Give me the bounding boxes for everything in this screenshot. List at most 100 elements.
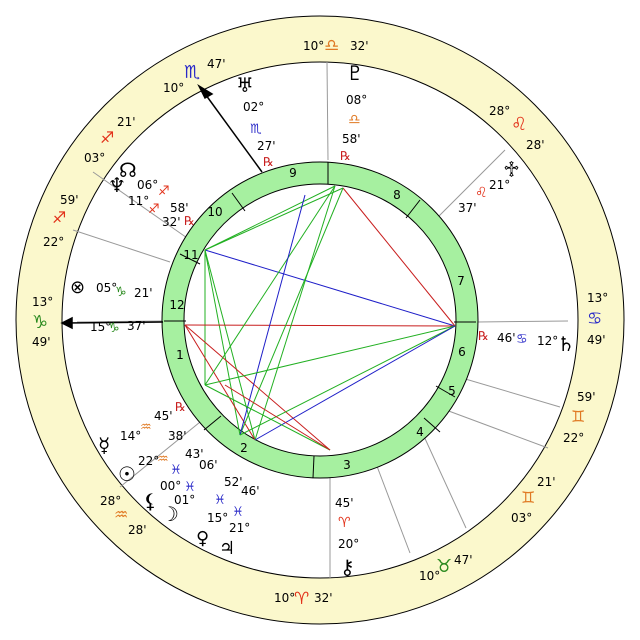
h8-sign-icon: ♌ bbox=[511, 114, 527, 135]
pluto-sign-icon: ♎ bbox=[348, 112, 361, 128]
h12b-deg: 22° bbox=[43, 235, 64, 249]
planets: ♅ 02° ♏ 27' ℞ ♇ 08° ♎ 58' ℞ ♆ ☊ 06° 11° … bbox=[70, 61, 575, 579]
aspect-line bbox=[204, 325, 456, 386]
pof-sign-icon: ♑ bbox=[115, 285, 127, 300]
h8-min: 28' bbox=[526, 138, 545, 152]
node-deg: 11° bbox=[128, 194, 149, 208]
house-number-12: 12 bbox=[169, 298, 184, 312]
pluto-retro-icon: ℞ bbox=[340, 149, 351, 163]
aspect-line bbox=[254, 185, 336, 441]
asc-sign-icon: ♑ bbox=[32, 312, 48, 333]
h12b-min: 59' bbox=[60, 193, 79, 207]
house-number-8: 8 bbox=[393, 188, 401, 202]
h6-sign-icon: ♊ bbox=[571, 407, 585, 426]
aspect-line bbox=[204, 249, 256, 441]
house-number-6: 6 bbox=[458, 345, 466, 359]
mars-deg: 15° bbox=[90, 320, 111, 334]
saturn-retro-icon: ℞ bbox=[478, 329, 489, 343]
aspect-line bbox=[239, 194, 306, 436]
cross-deg: 21° bbox=[489, 178, 510, 192]
cross-min: 37' bbox=[458, 201, 477, 215]
pluto-icon: ♇ bbox=[346, 61, 364, 85]
mercury-icon: ☿ bbox=[98, 433, 110, 457]
saturn-sign-icon: ♋ bbox=[516, 332, 528, 347]
h8-deg: 28° bbox=[489, 104, 510, 118]
mercury-sign-icon: ♒ bbox=[140, 420, 152, 435]
h5-deg: 03° bbox=[511, 511, 532, 525]
chiron-sign-icon: ♈ bbox=[338, 515, 351, 531]
aspect-line bbox=[254, 325, 456, 441]
ic-sign-icon: ♈ bbox=[294, 589, 309, 609]
house-number-2: 2 bbox=[240, 441, 248, 455]
dsc-deg: 13° bbox=[587, 291, 608, 305]
house-number-11: 11 bbox=[183, 248, 198, 262]
mc-arrow bbox=[197, 83, 263, 173]
h6-min: 59' bbox=[577, 390, 596, 404]
lilith-icon: ⚸ bbox=[143, 489, 158, 513]
uranus-min: 27' bbox=[257, 139, 276, 153]
moon-icon: ☽ bbox=[161, 502, 179, 526]
venus-deg: 15° bbox=[207, 511, 228, 525]
neptune-retro-icon: ℞ bbox=[184, 214, 195, 228]
sun-deg: 22° bbox=[138, 454, 159, 468]
moon-min: 46' bbox=[241, 484, 260, 498]
moon-sign2-icon: ♓ bbox=[232, 505, 244, 520]
lilith-min: 52' bbox=[224, 475, 243, 489]
pof-deg: 05° bbox=[96, 281, 117, 295]
fixed-cross-icon: ♱ bbox=[503, 158, 520, 183]
house-ring-dividers bbox=[164, 162, 476, 479]
lilith-sign-icon: ♓ bbox=[184, 480, 196, 495]
ic-deg: 10° bbox=[274, 591, 295, 605]
aspect-line bbox=[342, 187, 456, 327]
sun-min2: 06' bbox=[199, 458, 218, 472]
sun-sign2-icon: ♓ bbox=[170, 463, 182, 478]
h12b-sign-icon: ♐ bbox=[52, 208, 66, 227]
pluto-deg: 08° bbox=[346, 93, 367, 107]
h5-sign-icon: ♊ bbox=[521, 488, 535, 507]
mc-min: 32' bbox=[350, 39, 369, 53]
neptune-min: 58' bbox=[170, 201, 189, 215]
chiron-deg: 20° bbox=[338, 537, 359, 551]
saturn-deg: 12° bbox=[537, 334, 558, 348]
house-number-3: 3 bbox=[343, 458, 351, 472]
pof-min: 21' bbox=[134, 286, 153, 300]
h12-deg: 03° bbox=[84, 151, 105, 165]
h11-sign-icon: ♏ bbox=[184, 62, 200, 83]
jupiter-icon: ♃ bbox=[219, 538, 235, 559]
moon-deg: 01° bbox=[174, 493, 195, 507]
h12-sign-icon: ♐ bbox=[100, 128, 114, 147]
aspect-line bbox=[184, 324, 456, 327]
part-of-fortune-icon: ⊗ bbox=[70, 277, 85, 298]
h5-min: 21' bbox=[537, 475, 556, 489]
h2-deg: 28° bbox=[100, 494, 121, 508]
lilith-deg: 00° bbox=[160, 479, 181, 493]
h2-sign-icon: ♒ bbox=[114, 505, 128, 524]
neptune-icon: ♆ bbox=[108, 173, 126, 197]
asc-min: 49' bbox=[32, 335, 51, 349]
h12-min: 21' bbox=[117, 115, 136, 129]
north-node-icon: ☊ bbox=[119, 158, 137, 182]
h4-deg: 10° bbox=[419, 569, 440, 583]
house-ring-inner bbox=[183, 183, 457, 457]
asc-deg: 13° bbox=[32, 295, 53, 309]
house-number-4: 4 bbox=[416, 425, 424, 439]
aspect-lines bbox=[184, 185, 456, 451]
mars-sign-icon: ♑ bbox=[108, 321, 120, 336]
house-cusp-lines bbox=[72, 61, 569, 578]
uranus-icon: ♅ bbox=[236, 73, 254, 97]
h4-sign-icon: ♉ bbox=[436, 556, 452, 577]
house-number-1: 1 bbox=[176, 348, 184, 362]
house-number-10: 10 bbox=[207, 205, 222, 219]
ic-min: 32' bbox=[314, 591, 333, 605]
mc-sign-icon: ♎ bbox=[324, 36, 339, 56]
dsc-sign-icon: ♋ bbox=[587, 309, 602, 329]
uranus-retro-icon: ℞ bbox=[263, 155, 274, 169]
h11-min: 47' bbox=[207, 57, 226, 71]
house-number-5: 5 bbox=[448, 384, 456, 398]
aspect-line bbox=[224, 384, 331, 451]
aspect-line bbox=[239, 187, 344, 436]
moon-sign-icon: ♓ bbox=[214, 493, 226, 508]
sun-sign-icon: ♒ bbox=[157, 452, 169, 467]
aspect-line bbox=[204, 185, 336, 251]
